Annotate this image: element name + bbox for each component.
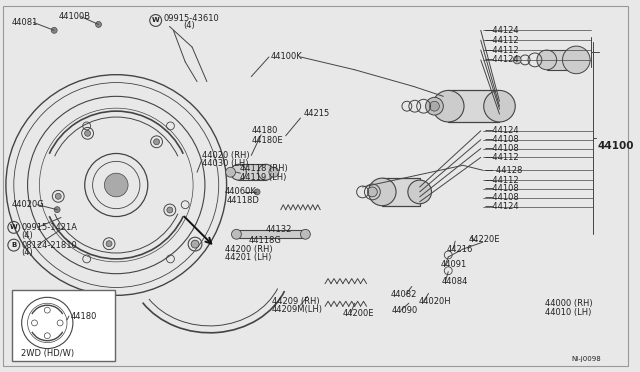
Bar [12,291,115,361]
Text: 44010 (LH): 44010 (LH) [545,308,591,317]
Circle shape [51,28,57,33]
Bar [239,164,266,180]
Circle shape [258,164,274,180]
Text: 44090: 44090 [392,306,419,315]
Circle shape [106,241,112,247]
Text: —44112: —44112 [484,36,519,45]
Text: 44060K: 44060K [225,187,257,196]
Text: 44020 (RH): 44020 (RH) [202,151,250,160]
Text: 44220E: 44220E [469,235,500,244]
Text: —44112: —44112 [484,45,519,55]
Text: 44215: 44215 [303,109,330,118]
Text: 44020H: 44020H [419,297,451,306]
Text: 44216: 44216 [446,244,473,254]
Text: W: W [10,224,18,230]
Text: 44132: 44132 [266,225,292,234]
Text: B: B [11,242,17,248]
Circle shape [232,230,241,239]
Text: 08124-21810: 08124-21810 [22,241,77,250]
Circle shape [433,90,464,122]
Text: (4): (4) [22,231,33,240]
Circle shape [55,193,61,199]
Circle shape [367,187,378,197]
Text: 44100: 44100 [598,141,634,151]
Text: —44124: —44124 [484,26,519,35]
Text: 44082: 44082 [391,290,417,299]
Text: 44209 (RH): 44209 (RH) [272,297,319,306]
Text: —44124: —44124 [484,126,519,135]
Circle shape [563,46,590,74]
Text: —44124: —44124 [484,55,519,64]
Circle shape [369,178,396,206]
Text: 09915-1421A: 09915-1421A [22,223,77,232]
Circle shape [84,130,90,136]
Circle shape [54,207,60,213]
Text: 2WD (HD/W): 2WD (HD/W) [20,349,74,358]
Circle shape [269,167,279,177]
Text: 44020G: 44020G [12,200,45,209]
Bar [448,90,499,122]
Text: 44180: 44180 [252,126,278,135]
Text: — 44128: — 44128 [484,166,522,175]
Text: (4): (4) [183,21,195,30]
Text: —44112: —44112 [484,176,519,185]
Circle shape [300,230,310,239]
Text: 44100B: 44100B [59,12,92,21]
Text: 44000 (RH): 44000 (RH) [545,299,593,308]
Bar [382,178,420,206]
Text: —44112: —44112 [484,153,519,162]
Text: 44100K: 44100K [271,52,303,61]
Circle shape [167,207,173,213]
Text: 09915-43610: 09915-43610 [164,14,220,23]
Text: 44118 (RH): 44118 (RH) [241,164,288,173]
Text: —44108: —44108 [484,185,520,193]
Circle shape [104,173,128,197]
Circle shape [484,90,515,122]
Text: —44108: —44108 [484,135,520,144]
Circle shape [95,22,102,28]
Text: 44200E: 44200E [343,309,374,318]
Circle shape [154,139,159,145]
Bar [236,230,305,238]
Text: 44209M(LH): 44209M(LH) [272,305,323,314]
Circle shape [230,164,246,180]
Circle shape [191,240,199,248]
Circle shape [513,56,521,64]
Text: 44118D: 44118D [227,196,259,205]
Bar [547,50,577,70]
Text: 44030 (LH): 44030 (LH) [202,159,248,168]
Text: 44119 (LH): 44119 (LH) [241,173,287,182]
Text: 44201 (LH): 44201 (LH) [225,253,271,262]
Text: 44084: 44084 [442,277,468,286]
Text: 44180: 44180 [71,311,97,321]
Text: W: W [152,17,159,23]
Text: 44091: 44091 [440,260,467,269]
Text: —44124: —44124 [484,202,519,211]
Circle shape [429,101,440,111]
Circle shape [537,50,557,70]
Circle shape [408,180,431,204]
Text: 44081: 44081 [12,18,38,27]
Circle shape [426,97,444,115]
Text: 44200 (RH): 44200 (RH) [225,244,272,254]
Text: 44180E: 44180E [252,136,283,145]
Text: —44108: —44108 [484,144,520,153]
Text: NI-j0098: NI-j0098 [572,356,601,362]
Circle shape [226,167,236,177]
Circle shape [254,189,260,195]
Text: (4): (4) [22,248,33,257]
Text: —44108: —44108 [484,193,520,202]
Text: 44118G: 44118G [248,236,281,245]
